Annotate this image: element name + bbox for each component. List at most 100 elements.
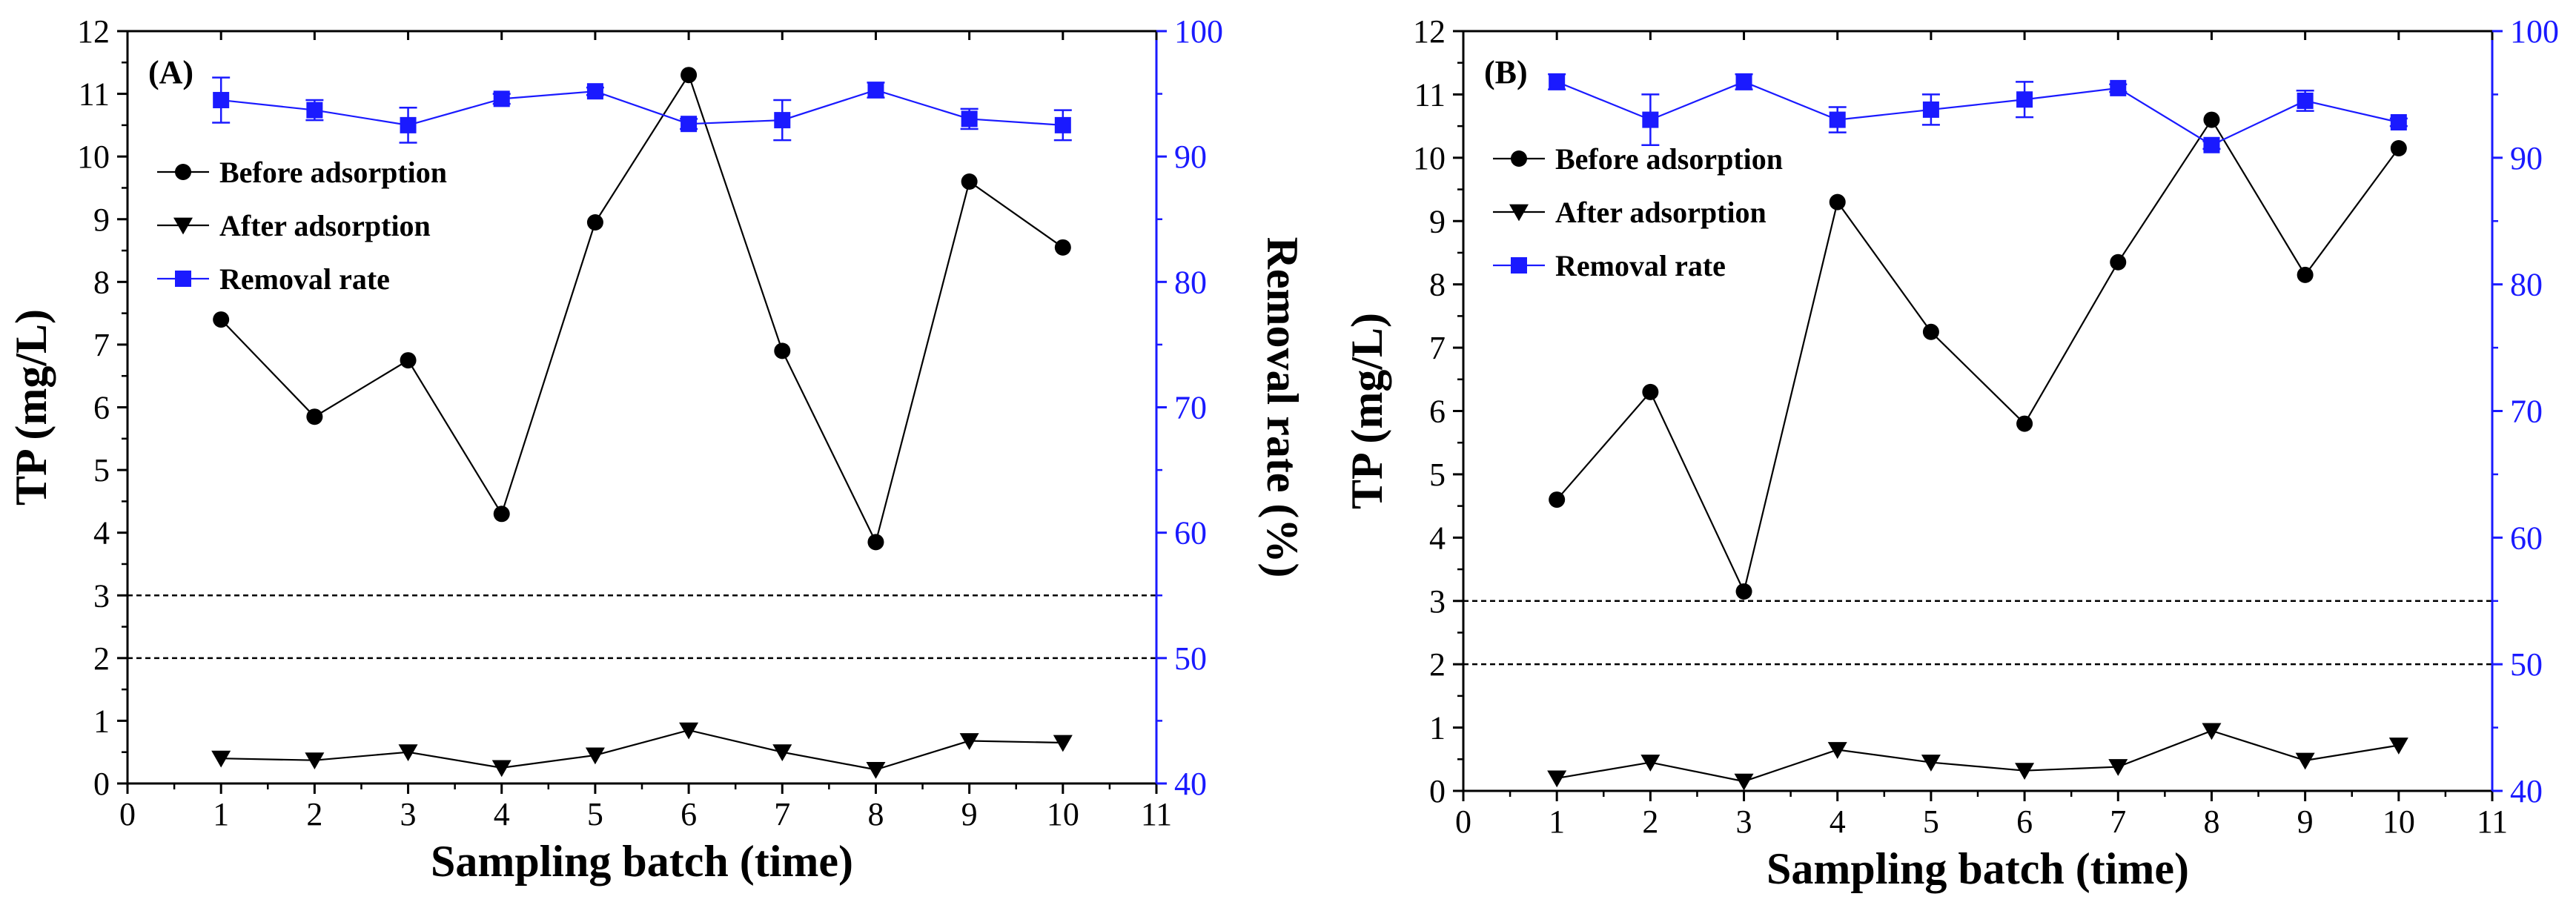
series-1-point-0	[211, 750, 231, 768]
series-2-point-0	[1549, 73, 1566, 90]
y-tick-label: 10	[77, 139, 110, 175]
series-line	[1556, 729, 2399, 783]
x-tick-label: 9	[961, 796, 978, 832]
x-tick-label: 2	[1642, 803, 1658, 840]
series-1-point-0	[1547, 770, 1567, 788]
x-tick-label: 11	[2477, 803, 2508, 840]
series-2-point-8	[2297, 92, 2314, 109]
series-0-point-4	[586, 213, 603, 231]
series-1-point-5	[2015, 763, 2035, 781]
series-2-point-3	[1829, 111, 1846, 128]
series-0-point-8	[2297, 266, 2314, 283]
series-2-point-7	[2203, 136, 2220, 153]
series-0-point-8	[961, 173, 978, 190]
y2-tick-label: 60	[1174, 515, 1207, 551]
x-tick-label: 2	[306, 796, 322, 832]
x-tick-label: 1	[1549, 803, 1565, 840]
y-axis-title: TP (mg/L)	[7, 309, 56, 506]
y2-tick-label: 50	[2510, 646, 2543, 683]
y-tick-label: 8	[93, 264, 110, 300]
y-tick-label: 8	[1429, 267, 1446, 303]
series-1-point-5	[679, 722, 699, 740]
series-1-point-3	[1827, 742, 1847, 759]
legend-marker-2-point-0	[1511, 257, 1527, 274]
y-tick-label: 11	[79, 76, 110, 113]
series-0-point-7	[867, 534, 884, 551]
y-tick-label: 0	[93, 766, 110, 802]
legend-marker-1-point-0	[1509, 204, 1529, 222]
y-tick-label: 9	[1429, 203, 1446, 239]
y2-tick-label: 100	[1174, 13, 1223, 50]
y2-axis-title: Removal rate (%)	[1258, 237, 1307, 578]
series-2-point-8	[961, 110, 978, 127]
series-2-point-0	[213, 92, 230, 109]
series-2	[212, 76, 1072, 144]
series-2-point-6	[2110, 79, 2127, 96]
series-line	[1556, 118, 2400, 594]
legend-marker-2-point-0	[175, 271, 191, 287]
series-1-point-9	[1053, 735, 1073, 752]
series-2-point-3	[493, 90, 510, 107]
series-0-point-3	[1829, 193, 1846, 211]
y-tick-label: 0	[1429, 773, 1446, 809]
series-0-point-2	[1735, 583, 1752, 600]
y-tick-label: 2	[93, 640, 110, 677]
series-0-point-3	[493, 506, 510, 523]
x-tick-label: 4	[1830, 803, 1846, 840]
series-1-point-7	[2202, 723, 2222, 740]
x-tick-label: 9	[2297, 803, 2314, 840]
x-tick-label: 0	[1455, 803, 1471, 840]
y-axis-title: TP (mg/L)	[1342, 313, 1391, 509]
series-1-point-8	[959, 733, 979, 750]
series-0-point-0	[213, 311, 230, 328]
y-tick-label: 4	[1429, 520, 1446, 556]
y-tick-label: 1	[93, 703, 110, 739]
series-0-point-0	[1549, 491, 1566, 508]
legend-entry-1: After adsorption	[1493, 196, 1767, 229]
series-2-point-1	[306, 102, 323, 119]
legend-label: After adsorption	[1555, 196, 1767, 229]
y-tick-label: 11	[1414, 76, 1446, 113]
series-0-point-9	[1054, 239, 1071, 256]
legend-entry-2: Removal rate	[1493, 249, 1726, 282]
legend-entry-0: Before adsorption	[1493, 142, 1783, 176]
y-tick-label: 12	[77, 13, 110, 50]
y2-tick-label: 80	[2510, 267, 2543, 303]
series-1-point-3	[491, 760, 511, 778]
series-1-point-2	[1734, 773, 1754, 791]
series-0-point-5	[681, 67, 698, 84]
series-1-point-6	[2108, 759, 2128, 776]
legend-label: Removal rate	[219, 262, 390, 296]
panel-label: (B)	[1484, 54, 1528, 90]
series-1-point-4	[585, 747, 605, 765]
series-line	[1556, 81, 2400, 146]
series-1	[211, 722, 1073, 779]
y2-tick-label: 90	[1174, 139, 1207, 175]
x-tick-label: 7	[2110, 803, 2126, 840]
x-tick-label: 8	[2203, 803, 2219, 840]
series-0-point-9	[2390, 140, 2407, 157]
x-tick-label: 4	[494, 796, 510, 832]
y2-tick-label: 40	[1174, 766, 1207, 802]
x-tick-label: 3	[400, 796, 417, 832]
series-2-point-1	[1642, 111, 1659, 128]
series-1-point-1	[305, 752, 325, 770]
series-2-point-4	[586, 83, 603, 100]
y-tick-label: 5	[93, 452, 110, 488]
x-tick-label: 6	[2016, 803, 2033, 840]
series-1-point-6	[772, 744, 792, 762]
y2-tick-label: 40	[2510, 773, 2543, 809]
y2-tick-label: 70	[2510, 394, 2543, 430]
series-1-point-9	[2388, 738, 2408, 755]
series-0-point-1	[306, 408, 323, 425]
legend-entry-1: After adsorption	[157, 209, 431, 242]
series-1-point-7	[866, 761, 886, 779]
series-2-point-2	[1735, 73, 1752, 90]
x-tick-label: 3	[1736, 803, 1752, 840]
series-0-point-2	[400, 352, 417, 369]
series-2-point-4	[1922, 101, 1939, 118]
series-2	[1548, 73, 2408, 153]
y-tick-label: 6	[1429, 394, 1446, 430]
series-1-point-2	[398, 744, 418, 762]
